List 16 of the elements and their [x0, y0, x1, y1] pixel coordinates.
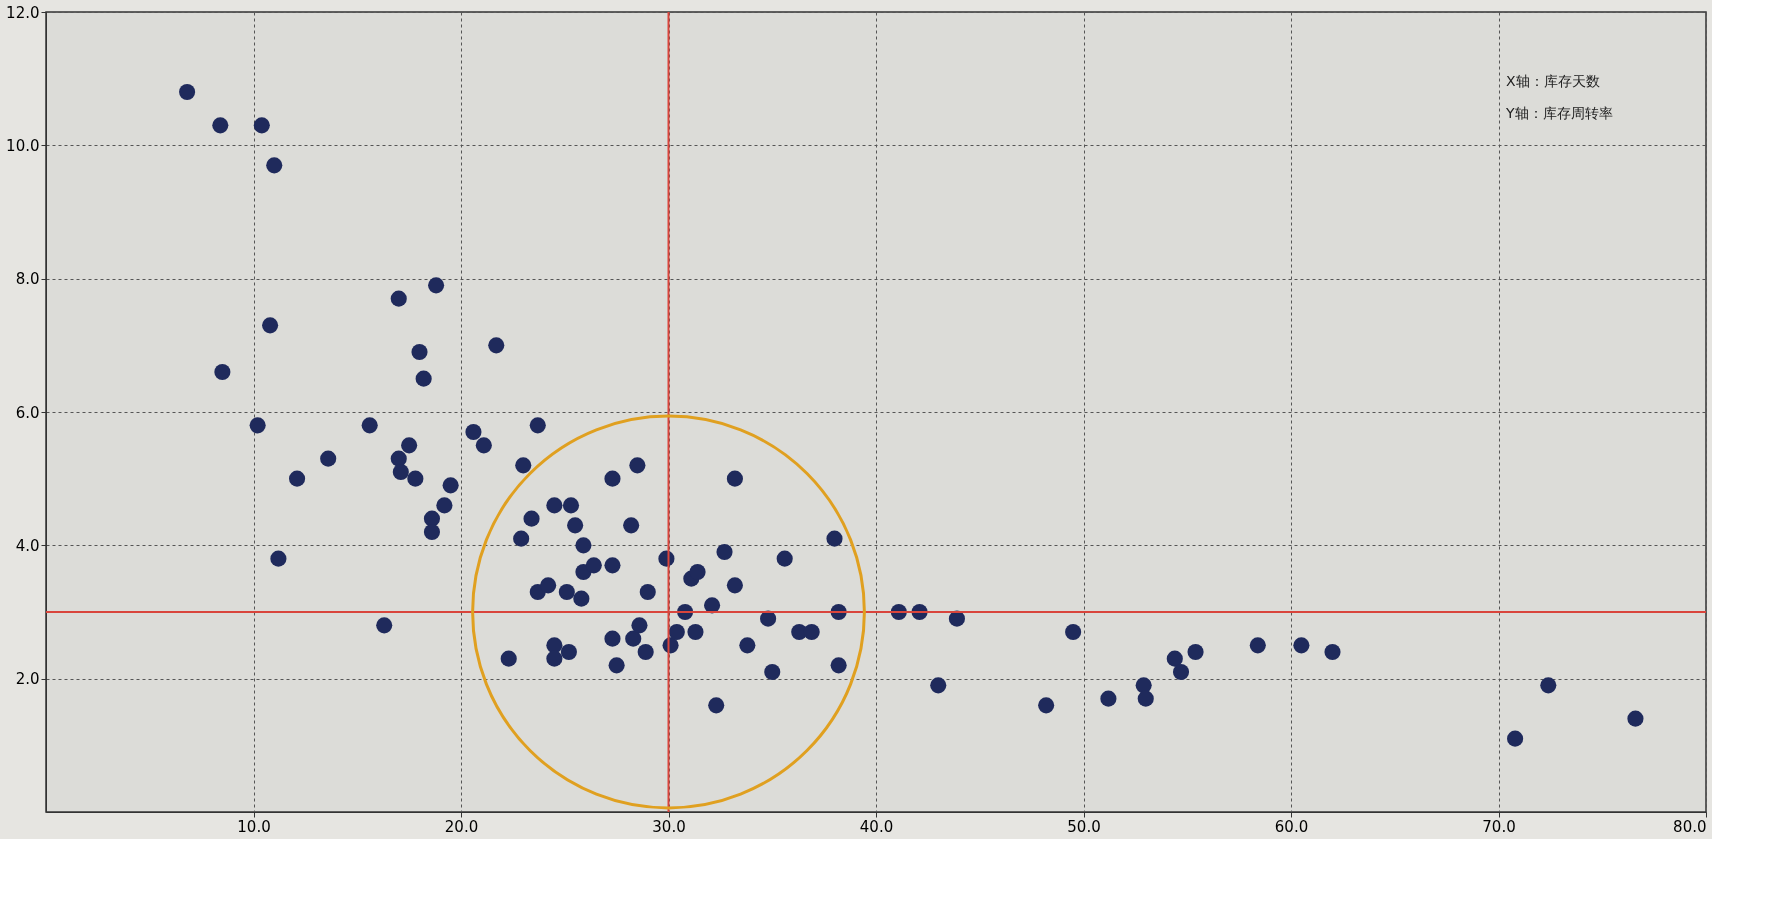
y-tick-label: 12.0	[6, 3, 40, 22]
x-tick-label: 80.0	[1673, 817, 1707, 836]
x-tick-label: 50.0	[1067, 817, 1101, 836]
annotation: X轴：库存天数	[1506, 73, 1600, 89]
y-tick-label: 10.0	[6, 136, 40, 155]
x-tick-label: 40.0	[859, 817, 894, 836]
x-tick-label: 30.0	[652, 817, 686, 836]
annotation: Y轴：库存周转率	[1505, 105, 1613, 121]
y-tick-label: 2.0	[15, 670, 40, 689]
x-tick-label: 60.0	[1274, 817, 1309, 836]
x-tick-label: 10.0	[237, 817, 271, 836]
y-tick-label: 4.0	[15, 536, 40, 555]
x-tick-label: 70.0	[1482, 817, 1516, 836]
y-tick-label: 8.0	[15, 270, 40, 289]
x-tick-label: 20.0	[444, 817, 479, 836]
y-tick-label: 6.0	[15, 403, 40, 422]
